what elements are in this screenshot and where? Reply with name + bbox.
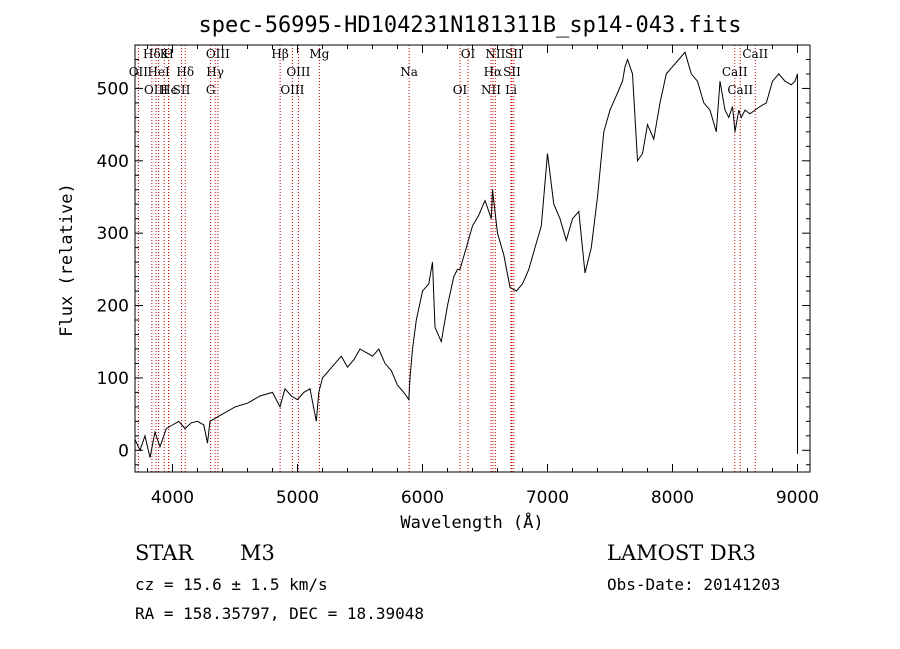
line-label: CaII [742,47,768,61]
x-tick-label: 7000 [526,488,569,508]
line-label: OI [453,83,468,97]
line-label: Hδ [143,47,161,61]
y-axis-label: Flux (relative) [57,183,77,337]
spectrum-series-line [134,51,798,458]
line-label: NII [481,83,501,97]
line-label: HeI [147,65,170,79]
y-tick-label: 0 [118,441,129,461]
object-class: STAR [135,541,194,565]
y-tick-label: 200 [97,297,129,317]
line-labels: Hδ OII OIII K HeI Hϵ HHδ SII OIII Hγ G Hβ OIII OIII Mg… [129,47,769,97]
line-label: H [163,47,173,61]
line-markers [137,45,756,472]
chart-title: spec-56995-HD104231N181311B_sp14-043.fit… [198,13,741,38]
line-label: Hα [484,65,503,79]
x-tick-label: 4000 [151,488,194,508]
line-label: Na [400,65,418,79]
y-tick-label: 500 [97,79,129,99]
line-label: Hβ [271,47,288,61]
line-label: OI [461,47,476,61]
line-label: OIII [286,65,310,79]
observation-date: Obs-Date: 20141203 [607,575,780,594]
line-label: Hγ [206,65,224,79]
line-label: Li [505,83,517,97]
line-label: Hϵ [160,83,177,97]
line-label: G [206,83,216,97]
line-label: OIII [280,83,304,97]
line-label: SII [503,65,521,79]
y-axis-ticks: 0 100 200 300 400 500 [97,58,810,466]
coordinates: RA = 158.35797, DEC = 18.39048 [135,604,424,623]
x-axis-ticks: 4000 5000 6000 7000 8000 9000 [147,45,819,508]
x-tick-label: 9000 [776,488,819,508]
line-label: NII [485,47,505,61]
line-label: OIII [144,83,168,97]
line-label: OIII [206,47,230,61]
object-subclass: M3 [240,541,275,565]
y-tick-label: 400 [97,152,129,172]
line-label: CaII [727,83,753,97]
x-axis-label: Wavelength (Å) [400,511,543,533]
line-label: OII [129,65,149,79]
line-label: Hδ [176,65,194,79]
x-tick-label: 6000 [401,488,444,508]
line-label: SII [505,47,523,61]
line-label: K [160,47,170,61]
x-tick-label: 8000 [651,488,694,508]
y-tick-label: 300 [97,224,129,244]
line-label: CaII [722,65,748,79]
line-label: Mg [309,47,329,61]
y-tick-label: 100 [97,369,129,389]
x-tick-label: 5000 [276,488,319,508]
survey-name: LAMOST DR3 [607,541,756,565]
line-label: SII [173,83,191,97]
redshift-velocity: cz = 15.6 ± 1.5 km/s [135,575,328,594]
